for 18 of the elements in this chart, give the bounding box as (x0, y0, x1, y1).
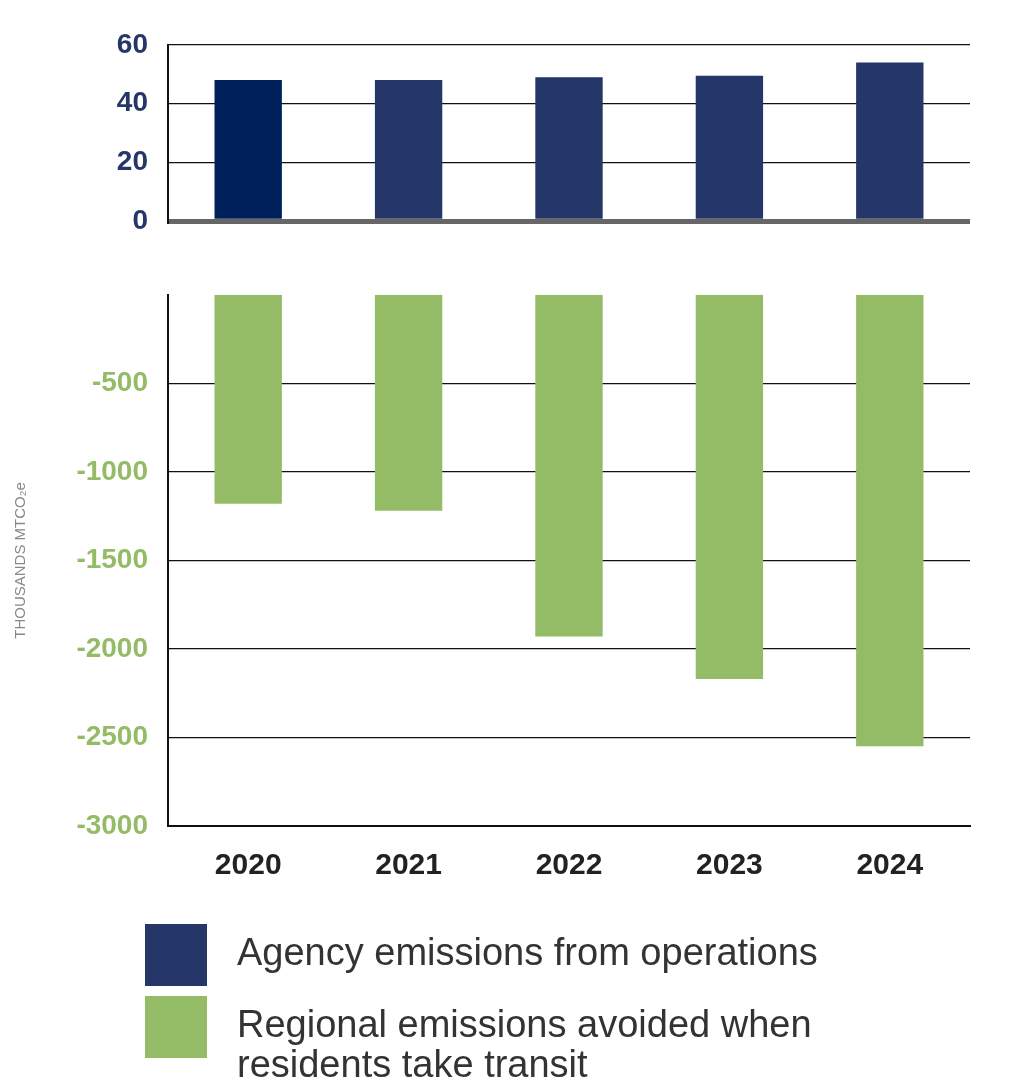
y-tick-label: -2000 (76, 631, 148, 663)
y-tick-label: -3000 (76, 808, 148, 840)
legend-label: Agency emissions from operations (237, 930, 818, 973)
y-tick-label: 20 (116, 145, 148, 177)
y-axis-title: THOUSANDS MTCO₂e (11, 482, 29, 639)
y-tick-label: 40 (116, 86, 148, 118)
x-tick-label: 2023 (696, 847, 763, 881)
x-tick-label: 2021 (375, 847, 442, 881)
y-tick-label: 60 (116, 27, 148, 59)
y-tick-label: -1000 (76, 454, 148, 486)
x-tick-label: 2022 (535, 847, 603, 881)
y-tick-label: -500 (91, 366, 148, 398)
legend-label: Regional emissions avoided when residents take transit (237, 1002, 813, 1085)
x-tick-label: 2020 (214, 847, 282, 881)
y-tick-label: -2500 (76, 720, 148, 752)
y-tick-label: 0 (132, 203, 148, 235)
y-tick-label: -1500 (76, 543, 148, 575)
x-tick-label: 2024 (856, 847, 924, 881)
